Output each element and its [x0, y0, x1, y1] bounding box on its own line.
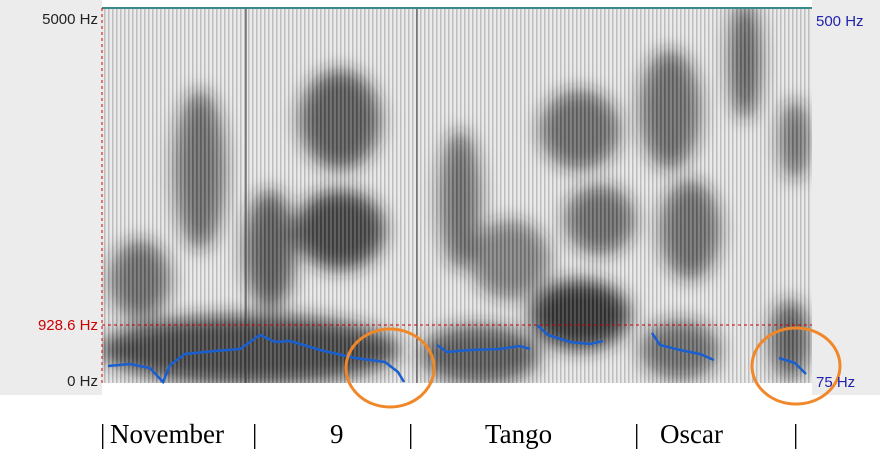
- spectrogram: [102, 8, 812, 383]
- separator: |: [100, 419, 105, 449]
- pitch-bottom-label: 75 Hz: [816, 374, 855, 391]
- right-panel: [812, 0, 880, 395]
- freq-cursor-label: 928.6 Hz: [38, 317, 98, 334]
- separator: |: [634, 419, 639, 449]
- separator: |: [793, 419, 798, 449]
- left-panel: [0, 0, 102, 395]
- freq-bottom-label: 0 Hz: [67, 373, 98, 390]
- pitch-track: [107, 324, 807, 385]
- freq-top-label: 5000 Hz: [42, 11, 98, 28]
- word: November: [110, 419, 224, 449]
- word: Tango: [485, 419, 552, 449]
- word: 9: [330, 419, 344, 449]
- pitch-top-label: 500 Hz: [816, 13, 864, 30]
- highlight-circles: [344, 326, 842, 409]
- word: Oscar: [660, 419, 723, 449]
- separator: |: [252, 419, 257, 449]
- transcript: | November | 9 | Tango | Oscar |: [100, 419, 798, 449]
- separator: |: [408, 419, 413, 449]
